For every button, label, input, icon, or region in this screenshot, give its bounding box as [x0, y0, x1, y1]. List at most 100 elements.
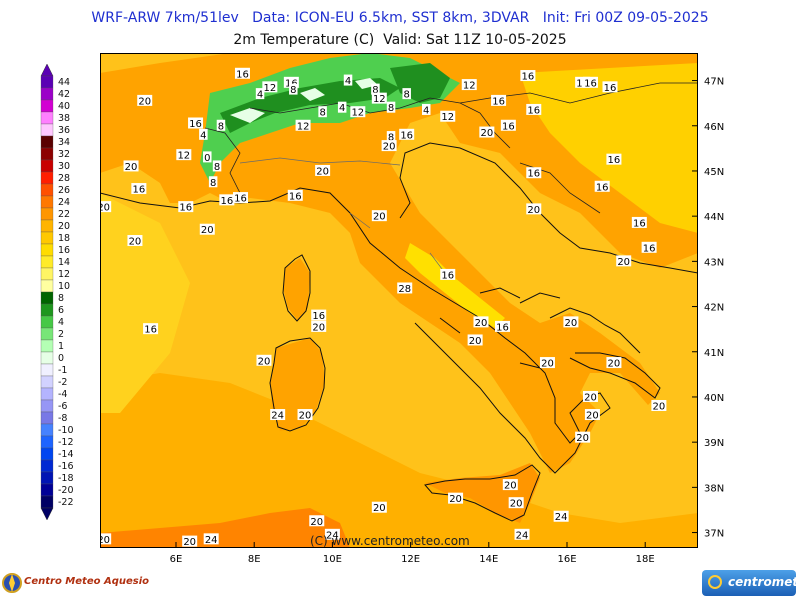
lat-label: 40N: [704, 393, 724, 404]
contour-label-bg: [606, 153, 622, 165]
contour-label-bg: [315, 164, 331, 176]
temperature-legend: 4442403836343230282624222018161412108642…: [40, 63, 74, 521]
contour-label-bg: [461, 79, 477, 91]
contour-label: 16: [441, 270, 454, 281]
contour-label: 8: [388, 133, 394, 144]
legend-swatch: [40, 183, 54, 197]
contour-label: 28: [398, 284, 411, 295]
lat-label: 38N: [704, 483, 724, 494]
contour-label-bg: [421, 103, 431, 115]
legend-swatch: [40, 387, 54, 401]
contour-label: 20: [299, 411, 312, 422]
contour-label-bg: [371, 210, 387, 222]
legend-label: -20: [58, 485, 74, 496]
contour-label-bg: [500, 119, 516, 131]
contour-label-bg: [255, 88, 265, 100]
legend-swatch: [40, 339, 54, 353]
legend-swatch: [40, 135, 54, 149]
contour-label-bg: [641, 241, 657, 253]
contour-label-bg: [309, 515, 325, 527]
contour-label: 20: [258, 356, 271, 367]
contour-label-bg: [100, 201, 112, 213]
legend-label: 2: [58, 329, 64, 340]
legend-label: 8: [58, 293, 64, 304]
contour-label: 12: [351, 108, 364, 119]
contour-label-bg: [234, 67, 250, 79]
legend-swatch: [40, 87, 54, 101]
apennine-field: [405, 243, 505, 328]
legend-swatch: [40, 375, 54, 389]
legend-label: -22: [58, 497, 74, 508]
contour-label-bg: [575, 76, 591, 88]
contour-label-bg: [563, 316, 579, 328]
contour-label-bg: [602, 81, 618, 93]
contour-label: 16: [584, 78, 597, 89]
legend-label: 22: [58, 209, 70, 220]
contour-label-bg: [514, 528, 530, 540]
contour-label-bg: [283, 76, 299, 88]
contour-label: 4: [339, 103, 345, 114]
contour-label: 20: [541, 359, 554, 370]
contour-label-bg: [502, 479, 518, 491]
contour-label: 20: [316, 166, 329, 177]
contour-label: 20: [653, 402, 666, 413]
contour-label-bg: [526, 167, 542, 179]
contour-label: 20: [469, 336, 482, 347]
contour-label: 16: [502, 121, 515, 132]
legend-swatch: [40, 123, 54, 137]
legend-label: -2: [58, 377, 67, 388]
legend-label: -6: [58, 401, 67, 412]
contour-label-bg: [318, 106, 327, 118]
contour-label-bg: [594, 180, 610, 192]
legend-swatch: [40, 291, 54, 305]
contour-label: 16: [527, 105, 540, 116]
legend-label: 44: [58, 77, 70, 88]
legend-label: 34: [58, 137, 70, 148]
legend-label: 24: [58, 197, 70, 208]
lat-label: 47N: [704, 77, 724, 88]
contour-label-bg: [233, 192, 249, 204]
contour-label-bg: [582, 76, 598, 88]
model-info-title: WRF-ARW 7km/51lev Data: ICON-EU 6.5km, S…: [91, 10, 709, 26]
legend-label: -10: [58, 425, 74, 436]
lon-label: 6E: [170, 554, 183, 565]
legend-swatch: [40, 219, 54, 233]
legend-swatch: [40, 327, 54, 341]
contour-label: 20: [125, 162, 138, 173]
legend-label: 10: [58, 281, 70, 292]
contour-label-bg: [289, 83, 298, 95]
contour-label-bg: [208, 176, 218, 188]
contour-label-bg: [494, 320, 510, 332]
lon-label: 10E: [323, 554, 342, 565]
legend-swatch: [40, 231, 54, 245]
legend-swatch: [40, 447, 54, 461]
contour-label-bg: [584, 409, 600, 421]
legend-swatch: [40, 351, 54, 365]
legend-swatch: [40, 75, 54, 89]
legend-label: 20: [58, 221, 70, 232]
contour-label-bg: [381, 140, 397, 152]
brand-right-logo: centrometeo: [702, 570, 800, 596]
contour-label-bg: [295, 119, 311, 131]
legend-swatch: [40, 399, 54, 413]
coastline: [100, 142, 698, 474]
contour-label-bg: [491, 94, 507, 106]
contour-label: 20: [100, 535, 110, 546]
contour-label-bg: [371, 501, 387, 513]
contour-label: 16: [179, 203, 192, 214]
contour-label: 20: [584, 392, 597, 403]
contour-label: 8: [319, 108, 325, 119]
contour-label: 16: [234, 194, 247, 205]
contour-label: 4: [257, 90, 263, 101]
contour-label: 20: [480, 128, 493, 139]
contour-label-bg: [199, 128, 208, 140]
contour-label: 20: [373, 212, 386, 223]
contour-label-bg: [397, 282, 413, 294]
alps-snow-field: [230, 78, 378, 123]
contour-label: 16: [604, 83, 617, 94]
country-borders: [204, 82, 698, 214]
legend-swatch: [40, 279, 54, 293]
contour-label-bg: [203, 533, 219, 545]
contour-label-bg: [539, 357, 555, 369]
contour-label-bg: [311, 320, 327, 332]
